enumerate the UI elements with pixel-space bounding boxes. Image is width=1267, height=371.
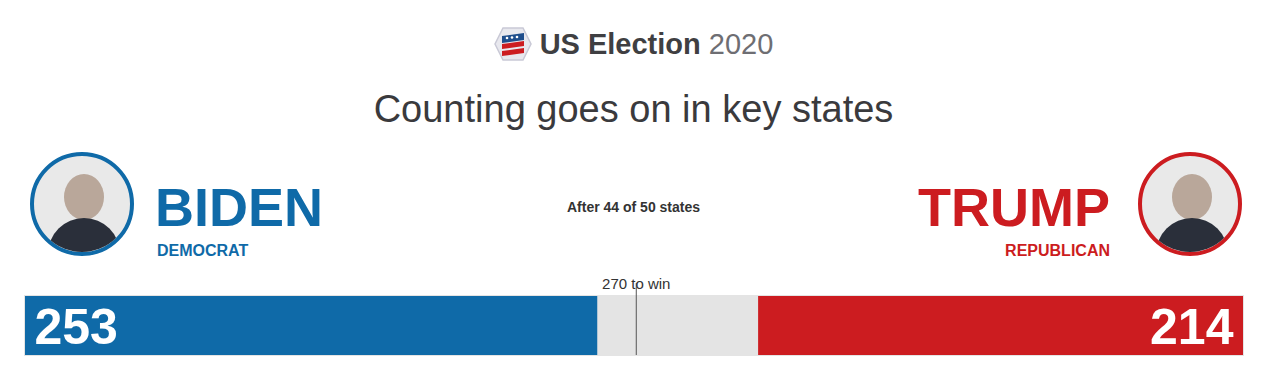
html-text:After 44 of 50 states: After 44 of 50 states — [567, 199, 700, 215]
svg-text:270 to win: 270 to win — [602, 275, 670, 292]
html-text:BIDEN: BIDEN — [155, 177, 323, 237]
html-text:Counting goes on in key states: Counting goes on in key states — [373, 88, 894, 130]
html-text:TRUMP: TRUMP — [918, 177, 1110, 237]
svg-text:214: 214 — [1150, 299, 1234, 355]
html-text:REPUBLICAN: REPUBLICAN — [1005, 242, 1110, 259]
html-text:DEMOCRAT: DEMOCRAT — [157, 242, 249, 259]
svg-text:253: 253 — [35, 299, 118, 355]
html-text:US Election 2020: US Election 2020 — [539, 28, 774, 60]
